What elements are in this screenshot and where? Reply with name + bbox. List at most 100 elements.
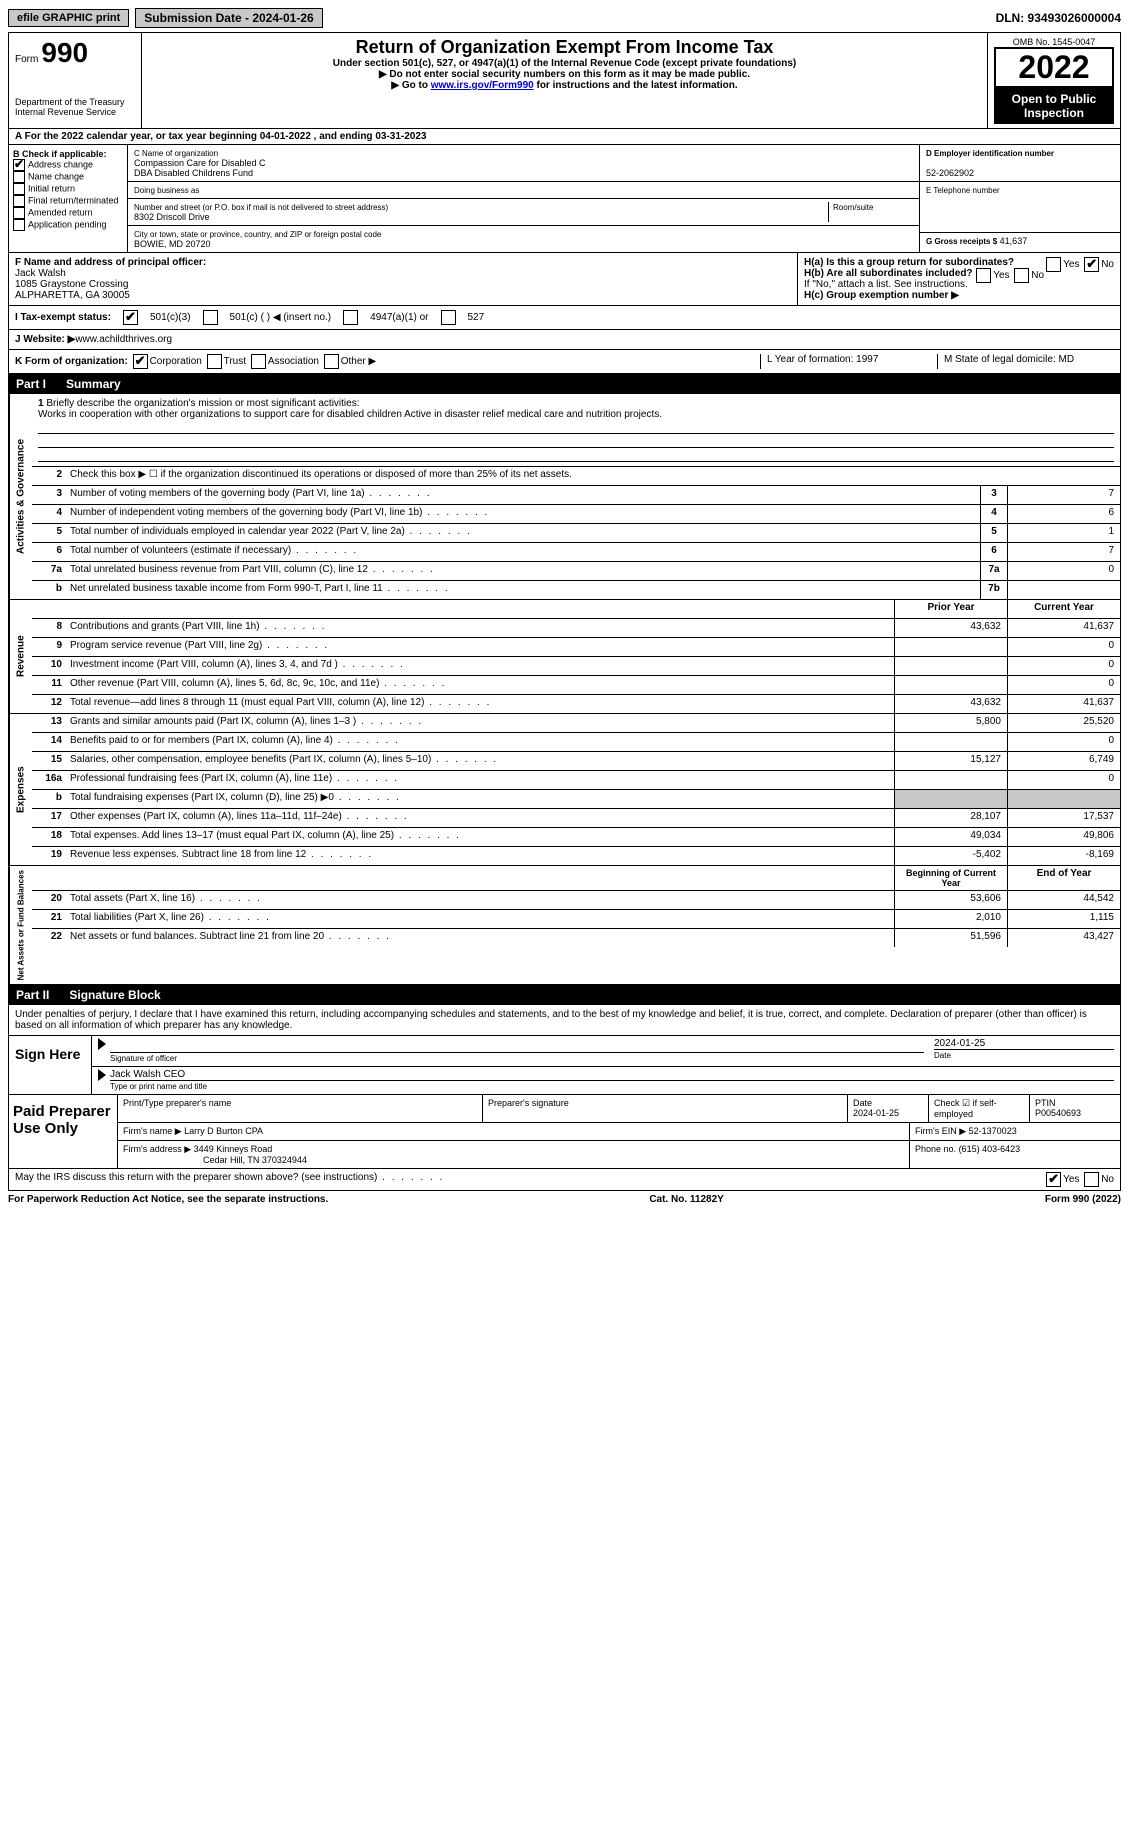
check-0[interactable]: [13, 159, 25, 171]
yes-label: Yes: [1063, 259, 1079, 270]
firm-name-label: Firm's name ▶: [123, 1126, 182, 1136]
irs-link[interactable]: www.irs.gov/Form990: [431, 80, 534, 91]
info-grid: B Check if applicable: Address changeNam…: [8, 145, 1121, 253]
efile-button[interactable]: efile GRAPHIC print: [8, 9, 129, 27]
form-header: Form 990 Department of the Treasury Inte…: [8, 32, 1121, 129]
sig-officer-label: Signature of officer: [110, 1054, 177, 1063]
line-desc: Total fundraising expenses (Part IX, col…: [66, 790, 894, 808]
line-num: 9: [32, 638, 66, 656]
form-label: Form: [15, 54, 38, 65]
caret-icon-2: [98, 1069, 106, 1081]
ha-yes-checkbox[interactable]: [1046, 257, 1061, 272]
check-2[interactable]: [13, 183, 25, 195]
ein-label: D Employer identification number: [926, 149, 1054, 158]
line-num: 22: [32, 929, 66, 947]
sig-date-label: Date: [934, 1051, 951, 1060]
firm-ein: 52-1370023: [969, 1126, 1017, 1136]
line-desc: Other expenses (Part IX, column (A), lin…: [66, 809, 894, 827]
curr-val: 41,637: [1007, 619, 1120, 637]
prior-val: [894, 638, 1007, 656]
line-desc: Investment income (Part VIII, column (A)…: [66, 657, 894, 675]
prior-val: -5,402: [894, 847, 1007, 865]
line-val: 0: [1007, 562, 1120, 580]
corp-checkbox[interactable]: [133, 354, 148, 369]
line-val: 1: [1007, 524, 1120, 542]
top-bar: efile GRAPHIC print Submission Date - 20…: [8, 8, 1121, 28]
curr-val: 41,637: [1007, 695, 1120, 713]
line-num: 21: [32, 910, 66, 928]
vert-netassets: Net Assets or Fund Balances: [9, 866, 32, 984]
line-desc: Net assets or fund balances. Subtract li…: [66, 929, 894, 947]
curr-val: 0: [1007, 771, 1120, 789]
hb-no-checkbox[interactable]: [1014, 268, 1029, 283]
line-desc: Benefits paid to or for members (Part IX…: [66, 733, 894, 751]
declaration-text: Under penalties of perjury, I declare th…: [9, 1005, 1120, 1035]
tax-year: 2022: [994, 47, 1114, 88]
hb-yes-checkbox[interactable]: [976, 268, 991, 283]
self-employed-label: Check ☑ if self-employed: [929, 1095, 1030, 1122]
curr-val: -8,169: [1007, 847, 1120, 865]
prior-val: 53,606: [894, 891, 1007, 909]
line-desc: Other revenue (Part VIII, column (A), li…: [66, 676, 894, 694]
line-num: 8: [32, 619, 66, 637]
527-checkbox[interactable]: [441, 310, 456, 325]
paperwork-notice: For Paperwork Reduction Act Notice, see …: [8, 1194, 328, 1205]
print-name-label: Print/Type preparer's name: [118, 1095, 483, 1122]
line-num: 3: [32, 486, 66, 504]
trust-checkbox[interactable]: [207, 354, 222, 369]
mission-text: Works in cooperation with other organiza…: [38, 409, 662, 420]
check-1[interactable]: [13, 171, 25, 183]
check-label-3: Final return/terminated: [28, 195, 119, 205]
line-val: [1007, 581, 1120, 599]
submission-date: Submission Date - 2024-01-26: [135, 8, 322, 28]
irs-label: Internal Revenue Service: [15, 107, 135, 117]
org-name-1: Compassion Care for Disabled C: [134, 158, 266, 168]
prior-val: [894, 657, 1007, 675]
tax-status-row: I Tax-exempt status: 501(c)(3) 501(c) ( …: [8, 306, 1121, 330]
curr-val: 0: [1007, 676, 1120, 694]
end-year-header: End of Year: [1007, 866, 1120, 890]
assoc-label: Association: [268, 356, 319, 367]
form-subtitle-2: ▶ Do not enter social security numbers o…: [148, 69, 981, 80]
line-val: 7: [1007, 486, 1120, 504]
501c3-label: 501(c)(3): [150, 312, 191, 323]
line-num: b: [32, 581, 66, 599]
prior-val: 5,800: [894, 714, 1007, 732]
part1-header: Part I Summary: [8, 374, 1121, 394]
curr-val: [1007, 790, 1120, 808]
check-label-4: Amended return: [28, 207, 93, 217]
501c-checkbox[interactable]: [203, 310, 218, 325]
assoc-checkbox[interactable]: [251, 354, 266, 369]
line-num: 16a: [32, 771, 66, 789]
corp-label: Corporation: [150, 356, 202, 367]
ha-no-checkbox[interactable]: [1084, 257, 1099, 272]
other-checkbox[interactable]: [324, 354, 339, 369]
firm-addr-label: Firm's address ▶: [123, 1144, 191, 1154]
form-title: Return of Organization Exempt From Incom…: [148, 37, 981, 58]
hb-note: If "No," attach a list. See instructions…: [804, 279, 1114, 290]
goto-suffix: for instructions and the latest informat…: [534, 80, 738, 91]
4947-label: 4947(a)(1) or: [370, 312, 428, 323]
tax-status-label: I Tax-exempt status:: [15, 312, 111, 323]
year-formation: L Year of formation: 1997: [760, 354, 937, 369]
section-b: B Check if applicable: Address changeNam…: [9, 145, 128, 252]
curr-val: 49,806: [1007, 828, 1120, 846]
line-desc: Grants and similar amounts paid (Part IX…: [66, 714, 894, 732]
line-desc: Total liabilities (Part X, line 26): [66, 910, 894, 928]
line-num: 10: [32, 657, 66, 675]
prior-val: 43,632: [894, 695, 1007, 713]
line-desc: Contributions and grants (Part VIII, lin…: [66, 619, 894, 637]
discuss-no-checkbox[interactable]: [1084, 1172, 1099, 1187]
officer-name: Jack Walsh: [15, 268, 66, 279]
summary-governance: Activities & Governance 1 Briefly descri…: [8, 394, 1121, 600]
501c3-checkbox[interactable]: [123, 310, 138, 325]
check-4[interactable]: [13, 207, 25, 219]
hc-label: H(c) Group exemption number ▶: [804, 290, 959, 301]
check-5[interactable]: [13, 219, 25, 231]
check-3[interactable]: [13, 195, 25, 207]
check-label-5: Application pending: [28, 219, 107, 229]
discuss-yes-checkbox[interactable]: [1046, 1172, 1061, 1187]
form-number: 990: [41, 37, 88, 68]
4947-checkbox[interactable]: [343, 310, 358, 325]
no-label-2: No: [1031, 270, 1044, 281]
